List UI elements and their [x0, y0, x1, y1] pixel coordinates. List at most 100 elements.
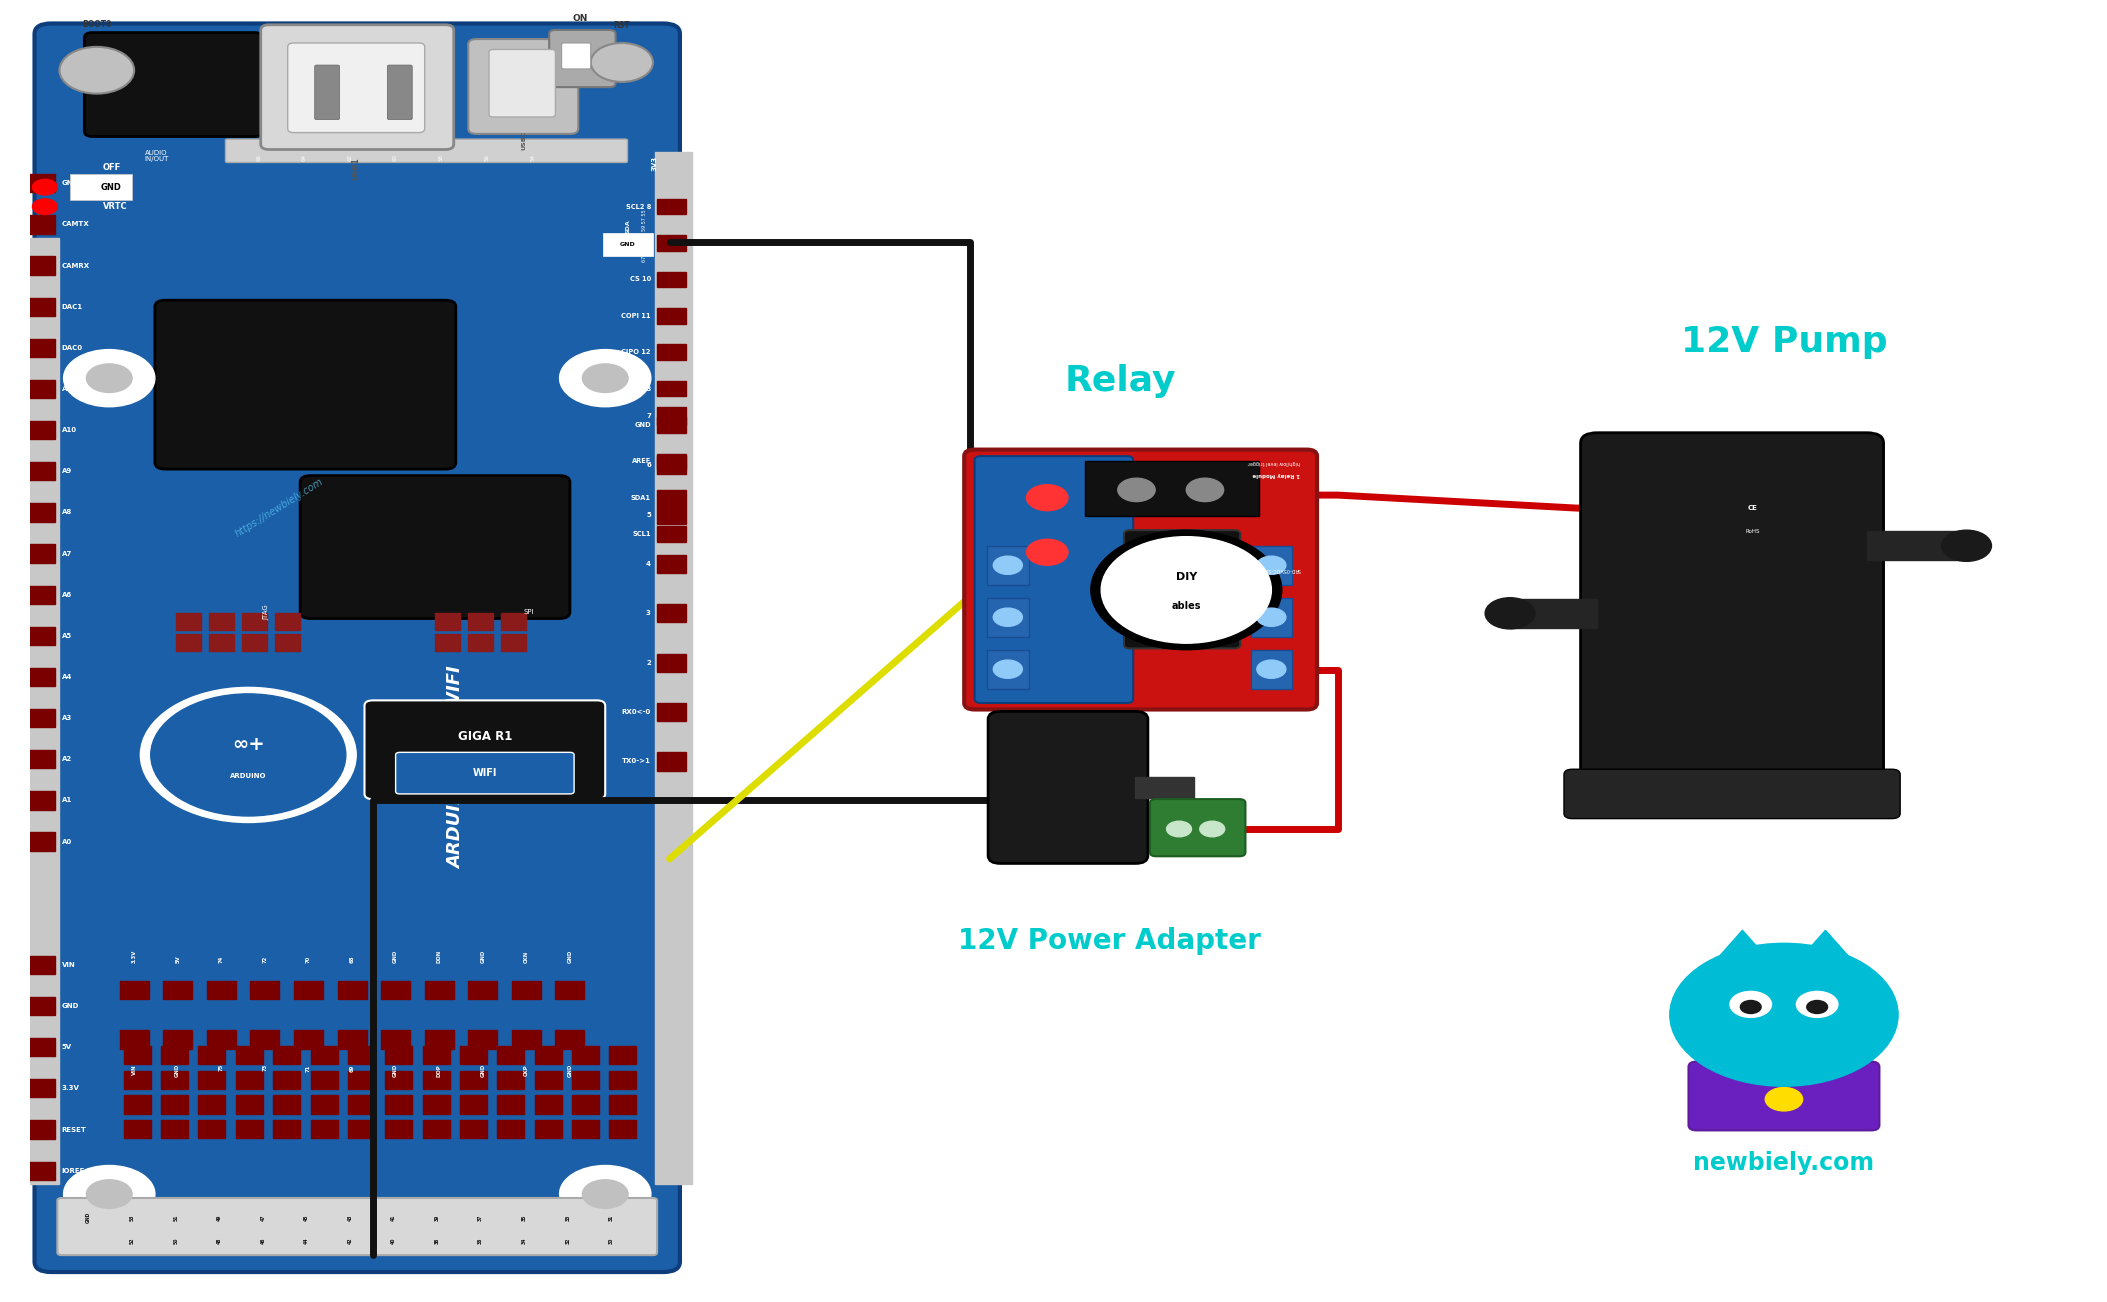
Circle shape — [1258, 556, 1285, 574]
Text: GIGA R1: GIGA R1 — [457, 730, 512, 743]
Text: SCL2 8: SCL2 8 — [626, 203, 651, 210]
Bar — [434, 613, 459, 630]
Bar — [206, 1030, 236, 1048]
FancyBboxPatch shape — [965, 449, 1317, 710]
Bar — [426, 980, 453, 999]
Circle shape — [1258, 608, 1285, 626]
Bar — [310, 1070, 337, 1088]
Text: RoHS: RoHS — [1745, 529, 1759, 534]
Circle shape — [1199, 822, 1224, 837]
FancyBboxPatch shape — [261, 25, 453, 150]
Circle shape — [590, 43, 653, 82]
Text: 48: 48 — [217, 1238, 221, 1243]
Text: 74: 74 — [219, 956, 223, 962]
FancyBboxPatch shape — [1563, 769, 1901, 819]
Text: 69: 69 — [350, 1064, 354, 1072]
Text: 51: 51 — [173, 1215, 179, 1221]
Text: A7: A7 — [61, 551, 72, 556]
Text: CIPO 12: CIPO 12 — [622, 349, 651, 355]
Text: 35: 35 — [523, 1215, 527, 1221]
Bar — [337, 1030, 367, 1048]
Text: newbiely.com: newbiely.com — [1694, 1151, 1875, 1176]
Text: 33: 33 — [565, 1215, 571, 1220]
FancyBboxPatch shape — [550, 30, 615, 87]
Bar — [25, 586, 55, 604]
FancyBboxPatch shape — [1150, 799, 1245, 857]
FancyBboxPatch shape — [1085, 461, 1258, 516]
Bar — [424, 1070, 449, 1088]
Circle shape — [1740, 1000, 1761, 1013]
Bar — [25, 256, 55, 275]
Text: A4: A4 — [61, 674, 72, 680]
Bar — [236, 1095, 263, 1113]
Text: Relay: Relay — [1064, 363, 1176, 397]
Bar — [25, 792, 55, 810]
Circle shape — [1119, 478, 1155, 501]
FancyBboxPatch shape — [365, 700, 605, 799]
Circle shape — [1026, 484, 1068, 510]
Text: 31: 31 — [609, 1215, 613, 1220]
Bar — [348, 1070, 375, 1088]
Text: JTAG: JTAG — [263, 604, 270, 620]
Bar — [25, 298, 55, 316]
FancyBboxPatch shape — [603, 233, 653, 256]
Bar — [348, 1120, 375, 1138]
Bar — [175, 634, 200, 651]
Bar — [535, 1120, 563, 1138]
Text: 2: 2 — [647, 660, 651, 665]
Text: A8: A8 — [61, 509, 72, 516]
Bar — [426, 1030, 453, 1048]
Text: 64: 64 — [301, 154, 308, 160]
Text: RX0<-0: RX0<-0 — [622, 710, 651, 715]
Bar — [25, 421, 55, 439]
Bar — [501, 634, 527, 651]
Circle shape — [1186, 478, 1224, 501]
Text: https://newbiely.com: https://newbiely.com — [234, 477, 324, 539]
Bar — [337, 980, 367, 999]
Circle shape — [1167, 822, 1190, 837]
Bar — [25, 832, 55, 850]
Circle shape — [1766, 1087, 1804, 1111]
Bar — [657, 456, 687, 474]
Text: USBC: USBC — [523, 132, 527, 151]
Bar — [276, 613, 299, 630]
Bar — [198, 1046, 225, 1064]
Text: 37: 37 — [478, 1215, 483, 1221]
Bar — [386, 1095, 413, 1113]
Bar — [120, 980, 150, 999]
Bar — [21, 238, 59, 1184]
Bar — [381, 980, 411, 999]
Text: 5V: 5V — [61, 1044, 72, 1051]
Text: 50: 50 — [173, 1238, 179, 1245]
Bar — [459, 1120, 487, 1138]
Bar — [535, 1046, 563, 1064]
Text: GND: GND — [394, 949, 398, 962]
Bar — [657, 555, 687, 573]
Bar — [25, 1079, 55, 1098]
Bar — [497, 1070, 525, 1088]
Bar — [609, 1046, 636, 1064]
Bar — [310, 1120, 337, 1138]
Text: 72: 72 — [263, 956, 268, 962]
Bar — [198, 1120, 225, 1138]
Bar — [25, 380, 55, 398]
Bar — [386, 1070, 413, 1088]
Circle shape — [992, 660, 1022, 678]
Bar — [535, 1070, 563, 1088]
Bar — [25, 462, 55, 480]
Text: 3.3V: 3.3V — [61, 1086, 80, 1091]
Circle shape — [992, 556, 1022, 574]
Text: 46: 46 — [261, 1238, 265, 1245]
Text: 12V Power Adapter: 12V Power Adapter — [959, 927, 1260, 956]
Text: GND: GND — [480, 1064, 485, 1077]
Bar — [25, 544, 55, 562]
Text: CS 10: CS 10 — [630, 276, 651, 283]
Text: 58: 58 — [438, 154, 445, 160]
Circle shape — [1258, 660, 1285, 678]
FancyBboxPatch shape — [563, 43, 590, 69]
Bar — [497, 1046, 525, 1064]
Text: ∞+: ∞+ — [232, 736, 265, 754]
Bar — [609, 1095, 636, 1113]
Bar — [160, 1095, 188, 1113]
Text: 30: 30 — [609, 1238, 613, 1243]
